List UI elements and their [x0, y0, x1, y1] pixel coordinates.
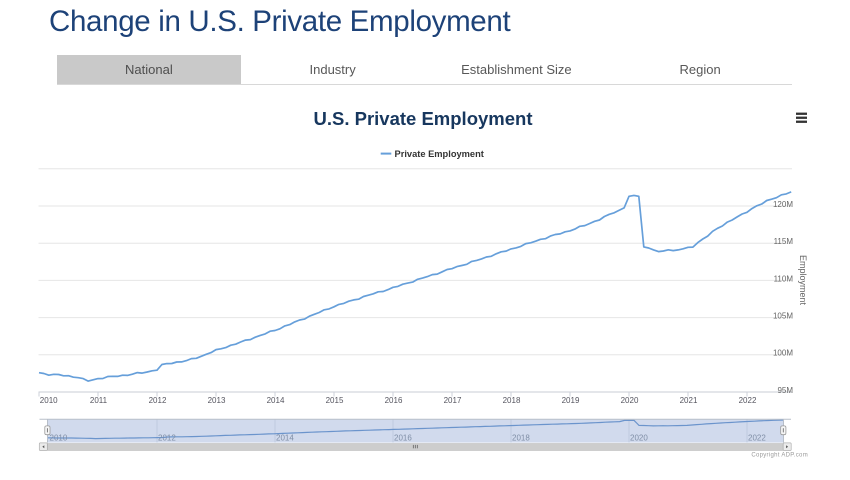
svg-text:115M: 115M [774, 237, 794, 246]
svg-text:2018: 2018 [512, 434, 530, 443]
svg-text:2016: 2016 [394, 434, 412, 443]
svg-text:2019: 2019 [562, 396, 580, 405]
svg-text:2014: 2014 [276, 434, 294, 443]
svg-text:U.S. Private Employment: U.S. Private Employment [314, 108, 533, 129]
svg-text:Copyright ADP.com: Copyright ADP.com [751, 452, 808, 458]
svg-text:Employment: Employment [798, 255, 808, 306]
svg-text:105M: 105M [773, 312, 793, 321]
svg-text:2016: 2016 [385, 396, 403, 405]
svg-text:2022: 2022 [748, 434, 766, 443]
svg-text:95M: 95M [777, 386, 793, 395]
svg-text:100M: 100M [773, 349, 793, 358]
svg-text:2015: 2015 [326, 396, 344, 405]
svg-text:2020: 2020 [621, 396, 639, 405]
svg-text:2011: 2011 [90, 396, 108, 405]
svg-text:2013: 2013 [208, 396, 226, 405]
svg-text:2018: 2018 [503, 396, 521, 405]
svg-text:2022: 2022 [739, 396, 757, 405]
svg-text:110M: 110M [774, 274, 794, 283]
svg-text:120M: 120M [773, 200, 793, 209]
svg-text:2021: 2021 [680, 396, 698, 405]
svg-text:2014: 2014 [267, 396, 285, 405]
svg-text:2010: 2010 [40, 396, 58, 405]
svg-text:2010: 2010 [50, 434, 68, 443]
svg-text:2017: 2017 [444, 396, 462, 405]
svg-text:2012: 2012 [158, 434, 176, 443]
svg-text:2020: 2020 [630, 434, 648, 443]
svg-text:2012: 2012 [149, 396, 167, 405]
svg-text:Private Employment: Private Employment [395, 149, 484, 159]
